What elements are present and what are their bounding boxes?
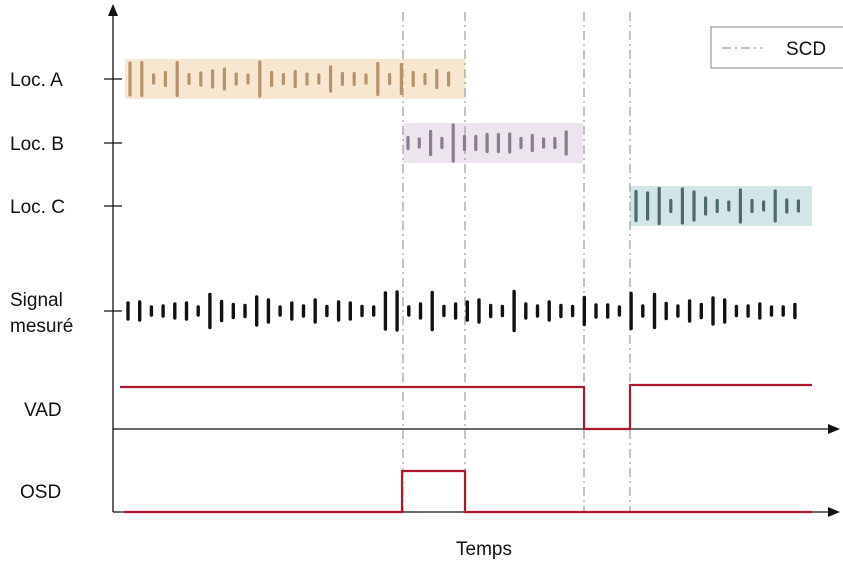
loc-c-label: Loc. C	[10, 197, 65, 218]
measured-signal-waveform	[126, 289, 797, 333]
time-axis-arrow	[828, 507, 840, 517]
vad-step-line	[120, 383, 812, 431]
legend: SCD	[710, 26, 843, 69]
osd-step-line	[124, 469, 812, 514]
legend-scd-label: SCD	[786, 39, 826, 60]
loc-c-band	[630, 186, 812, 226]
loc-c-waveform	[634, 186, 801, 226]
loc-b-band	[403, 123, 583, 163]
signal-label-line1: Signal	[10, 290, 63, 311]
loc-a-waveform	[128, 60, 451, 98]
loc-b-waveform	[406, 123, 568, 163]
loc-a-label: Loc. A	[10, 70, 63, 91]
vad-label: VAD	[24, 400, 62, 421]
signal-label-line2: mesuré	[10, 316, 73, 337]
loc-b-label: Loc. B	[10, 134, 64, 155]
vertical-axis-arrow	[108, 4, 118, 16]
osd-label: OSD	[20, 482, 61, 503]
vad-axis-arrow	[828, 424, 840, 434]
scd-change-lines	[402, 12, 631, 512]
legend-box	[710, 26, 843, 69]
time-axis-label: Temps	[456, 539, 512, 560]
